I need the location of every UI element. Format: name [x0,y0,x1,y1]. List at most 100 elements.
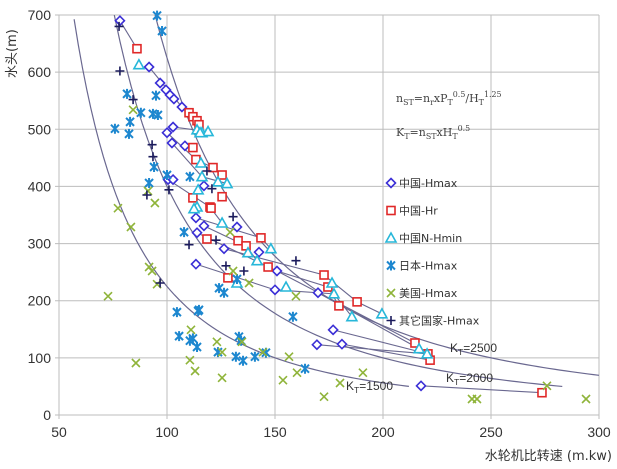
data-point-x [131,358,141,368]
data-point-triangle [375,307,389,319]
kt-curve-label: KT​=2000 [446,371,493,387]
data-point-diamond [231,221,243,233]
data-point-diamond [114,15,126,27]
legend-item: 中国N-Hmin [384,231,462,245]
x-axis-label: 水轮机比转速 (m.kw) [485,449,612,464]
triangle-legend-icon [384,231,398,243]
data-point-triangle [193,126,207,138]
data-point-star [174,331,184,342]
data-point-x [258,347,268,357]
data-point-star [192,342,202,352]
data-point-diamond [198,220,210,232]
connector-line [223,248,383,315]
data-point-square [352,297,362,307]
x-tick-label: 100 [155,424,179,440]
y-tick-label: 0 [43,407,51,423]
diamond-legend-icon [385,177,397,189]
data-point-square [217,191,227,202]
y-tick-label: 700 [28,7,52,23]
data-point-star [179,227,189,238]
data-point-x [186,325,196,335]
data-point-star [231,351,241,362]
data-point-diamond [336,338,348,350]
data-point-plus [155,278,165,288]
data-point-star [250,351,260,362]
data-point-square [217,170,227,180]
data-point-triangle [420,347,434,359]
connector-lines [119,20,543,394]
data-point-square [188,142,198,153]
connector-line [341,343,431,361]
data-point-square [256,233,266,243]
legend: 中国-Hmax 中国-Hr 中国N-Hmin 日本-Hmax 美国-Hmax 其它国家-H… [384,177,480,328]
data-point-square [263,262,273,272]
data-point-star [188,333,198,344]
legend-item: 其它国家-Hmax [386,314,480,328]
kt-curve-2500 [154,14,600,376]
data-point-square [202,234,212,244]
data-point-star [219,287,229,298]
data-point-star [232,274,242,284]
grid [55,14,600,419]
data-point-diamond [312,287,324,299]
data-point-x [278,375,288,385]
legend-item: 中国-Hr [386,205,438,218]
data-point-star [185,171,195,182]
data-point-square [537,387,547,398]
data-point-plus [211,235,221,245]
data-point-diamond [415,380,427,392]
data-point-triangle [327,287,341,299]
y-tick-label: 600 [28,64,52,80]
tick-labels: 50 100 150 200 250 300 0 100 200 300 400 500 600 700 [28,7,611,440]
legend-label: 中国N-Hmin [399,232,462,245]
data-points [103,10,591,404]
data-point-star [300,363,310,374]
data-point-diamond [271,265,283,277]
data-point-diamond [143,61,155,73]
data-point-square [206,203,216,213]
data-point-triangle [195,170,209,182]
data-point-diamond [176,101,188,113]
data-point-diamond [218,243,230,255]
data-point-x [358,368,368,378]
data-point-square [223,273,233,283]
data-point-x [237,337,247,347]
data-point-diamond [179,140,191,152]
data-point-star [238,355,248,366]
data-point-x [128,105,138,115]
legend-label: 美国-Hmax [399,287,458,300]
data-point-x [147,266,157,276]
data-point-x [581,394,591,404]
x-tick-label: 200 [371,424,395,440]
data-point-triangle [191,183,205,195]
data-point-x [472,394,482,404]
data-point-plus [291,256,301,266]
data-point-triangle [250,254,264,266]
data-point-star [144,178,154,188]
kt-curve-label: KT​=1500 [346,379,393,395]
data-point-diamond [253,246,265,258]
data-point-diamond [166,137,178,149]
legend-label: 日本-Hmax [399,259,458,273]
legend-label: 中国-Hr [399,205,438,218]
data-point-plus [202,166,212,176]
data-point-triangle [132,58,146,70]
y-tick-label: 100 [28,350,52,366]
data-point-star [124,128,134,139]
data-point-diamond [161,127,173,139]
series-3 [110,10,310,374]
y-tick-label: 400 [28,178,52,194]
data-point-x [335,378,345,388]
x-tick-label: 50 [51,424,67,440]
data-point-plus [228,212,238,222]
kt-curve-label: KT​=2500 [450,341,497,357]
data-point-x [319,392,329,402]
connector-line [276,270,416,344]
legend-item: 日本-Hmax [386,259,458,273]
data-point-plus [239,266,249,276]
data-point-square [132,43,142,54]
data-point-triangle [220,176,234,189]
x-legend-icon [386,288,396,298]
data-point-diamond [154,77,166,89]
data-point-x [217,373,227,383]
